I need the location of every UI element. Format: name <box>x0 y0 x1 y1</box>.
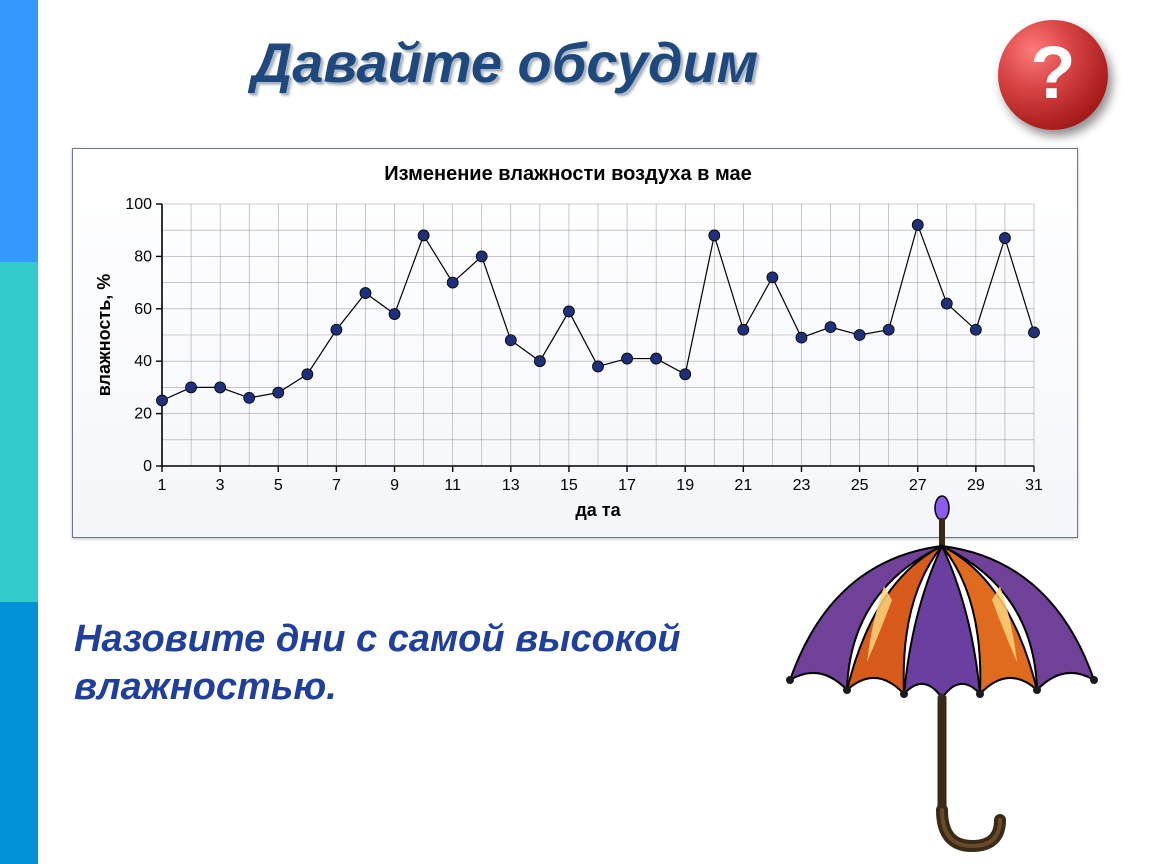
svg-text:100: 100 <box>125 196 152 213</box>
title-text: Давайте обсудим <box>60 30 950 95</box>
svg-text:17: 17 <box>618 477 636 494</box>
svg-text:21: 21 <box>734 477 752 494</box>
question-mark-icon: ? <box>1030 36 1075 110</box>
svg-text:да та: да та <box>575 500 621 520</box>
svg-text:40: 40 <box>134 353 152 370</box>
svg-text:влажность, %: влажность, % <box>94 274 114 397</box>
sidebar-accent <box>0 0 38 864</box>
svg-text:5: 5 <box>274 477 283 494</box>
humidity-chart: 020406080100135791113151719212325272931в… <box>87 194 1049 524</box>
svg-text:7: 7 <box>332 477 341 494</box>
umbrella-icon <box>772 490 1112 860</box>
help-badge: ? <box>998 20 1108 130</box>
svg-text:11: 11 <box>444 477 461 494</box>
sidebar-stripe-1 <box>0 0 38 262</box>
svg-text:0: 0 <box>143 458 152 475</box>
svg-text:1: 1 <box>158 477 167 494</box>
slide: Давайте обсудим ? Изменение влажности во… <box>0 0 1150 864</box>
svg-text:19: 19 <box>676 477 694 494</box>
page-title: Давайте обсудим <box>60 30 950 95</box>
svg-text:60: 60 <box>134 301 152 318</box>
sidebar-stripe-2 <box>0 262 38 602</box>
chart-title: Изменение влажности воздуха в мае <box>87 163 1049 186</box>
sidebar-stripe-3 <box>0 602 38 864</box>
svg-text:9: 9 <box>390 477 399 494</box>
svg-text:20: 20 <box>134 406 152 423</box>
svg-text:80: 80 <box>134 248 152 265</box>
chart-container: Изменение влажности воздуха в мае 0 20 40 6… <box>72 148 1078 538</box>
svg-text:13: 13 <box>502 477 520 494</box>
svg-text:15: 15 <box>560 477 578 494</box>
question-text: Назовите дни с самой высокой влажностью. <box>74 616 794 711</box>
svg-text:3: 3 <box>216 477 225 494</box>
